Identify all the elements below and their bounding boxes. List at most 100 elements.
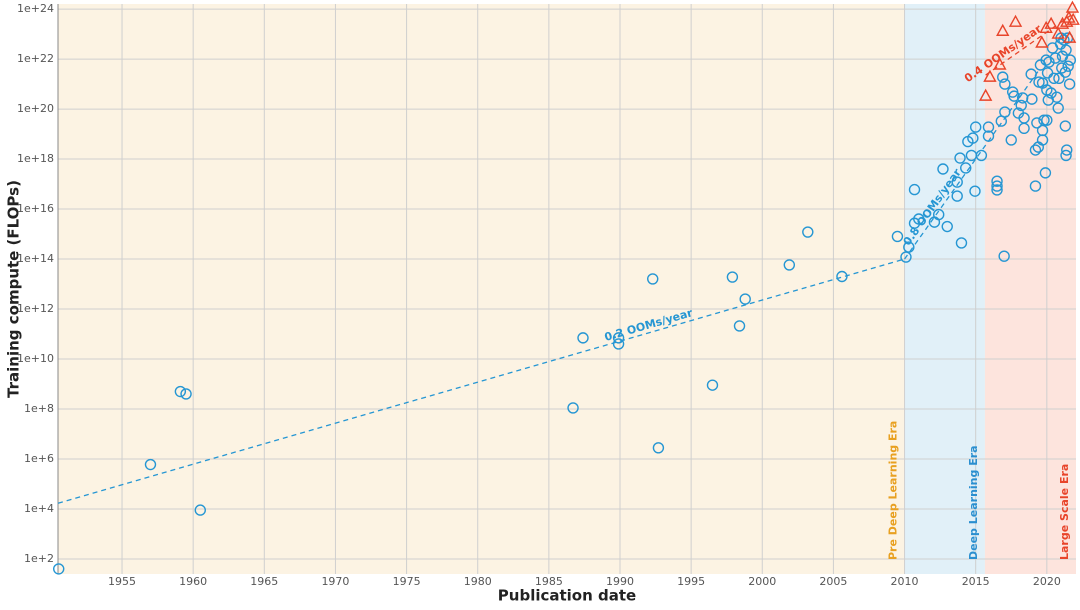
x-tick-label: 2000 (748, 575, 776, 588)
point (733, 320, 746, 332)
point (1059, 66, 1072, 78)
point (978, 88, 993, 101)
x-tick-label: 1995 (677, 575, 705, 588)
point (975, 149, 988, 162)
point (1055, 16, 1070, 29)
point (960, 162, 972, 174)
point (739, 293, 751, 305)
y-tick-label: 1e+12 (17, 302, 54, 315)
point (951, 176, 963, 188)
point (969, 121, 982, 133)
point (706, 379, 719, 391)
x-tick-label: 1965 (250, 575, 278, 588)
x-tick-label: 1990 (606, 575, 634, 588)
point (1066, 12, 1080, 25)
point (999, 106, 1011, 118)
point (996, 23, 1010, 36)
point (1025, 68, 1037, 80)
point (933, 208, 945, 221)
background-layer (58, 4, 1076, 574)
point (982, 121, 995, 133)
point (652, 442, 665, 454)
y-tick-label: 1e+18 (17, 152, 54, 165)
point (908, 183, 921, 196)
point (993, 57, 1007, 70)
point (802, 226, 814, 238)
x-tick-label: 2010 (891, 575, 919, 588)
point (836, 270, 848, 283)
point (577, 332, 589, 344)
point (567, 402, 579, 414)
point (1064, 54, 1077, 66)
point (982, 130, 995, 142)
point (955, 237, 968, 249)
point (1062, 60, 1074, 72)
point (903, 241, 915, 253)
point (1038, 114, 1050, 126)
point (999, 78, 1011, 90)
y-tick-label: 1e+16 (17, 202, 54, 215)
x-tick-label: 2020 (1033, 575, 1061, 588)
point (991, 180, 1003, 192)
point (941, 220, 953, 233)
y-tick-label: 1e+6 (24, 452, 54, 465)
point (913, 213, 925, 225)
point (954, 152, 966, 164)
point (1060, 149, 1072, 162)
point (1044, 16, 1058, 29)
point (998, 250, 1010, 262)
y-tick-label: 1e+8 (24, 402, 54, 415)
point (612, 338, 625, 350)
x-tick-label: 2005 (819, 575, 847, 588)
x-tick-label: 1960 (179, 575, 207, 588)
point (1035, 35, 1049, 48)
point (1051, 26, 1065, 39)
y-tick-label: 1e+22 (17, 52, 54, 65)
points-layer (53, 0, 1080, 575)
point (1053, 72, 1065, 85)
point (1063, 78, 1076, 90)
point (174, 385, 187, 398)
x-axis-title: Publication date (498, 587, 636, 605)
point (1008, 90, 1020, 102)
point (1015, 99, 1027, 112)
x-tick-label: 1985 (535, 575, 563, 588)
point (1026, 93, 1038, 105)
era-label: Pre Deep Learning Era (887, 421, 900, 560)
point (726, 271, 739, 283)
point (1039, 167, 1052, 179)
point (1059, 120, 1072, 132)
point (900, 251, 912, 263)
era-region (904, 4, 985, 574)
point (991, 184, 1003, 196)
point (1061, 144, 1073, 156)
x-tick-label: 1970 (321, 575, 349, 588)
point (647, 273, 659, 285)
x-tick-label: 1975 (393, 575, 421, 588)
point (53, 563, 65, 575)
point (937, 163, 949, 175)
point (1041, 114, 1053, 126)
y-tick-label: 1e+14 (17, 252, 54, 265)
point (951, 190, 963, 202)
y-tick-label: 1e+2 (24, 552, 54, 565)
era-label: Large Scale Era (1058, 464, 1071, 560)
era-region (58, 4, 905, 574)
point (1065, 0, 1080, 13)
point (891, 230, 904, 243)
trend-line (904, 68, 1041, 260)
point (1018, 112, 1030, 124)
point (969, 185, 981, 197)
point (1062, 30, 1077, 43)
point (1036, 134, 1049, 146)
point (1045, 87, 1057, 99)
x-tick-label: 1955 (108, 575, 136, 588)
x-tick-label: 2015 (962, 575, 990, 588)
y-tick-label: 1e+20 (17, 102, 54, 115)
point (612, 332, 625, 344)
point (991, 175, 1003, 187)
trend-line (57, 258, 905, 504)
point (1049, 52, 1062, 64)
y-tick-label: 1e+4 (24, 502, 54, 515)
